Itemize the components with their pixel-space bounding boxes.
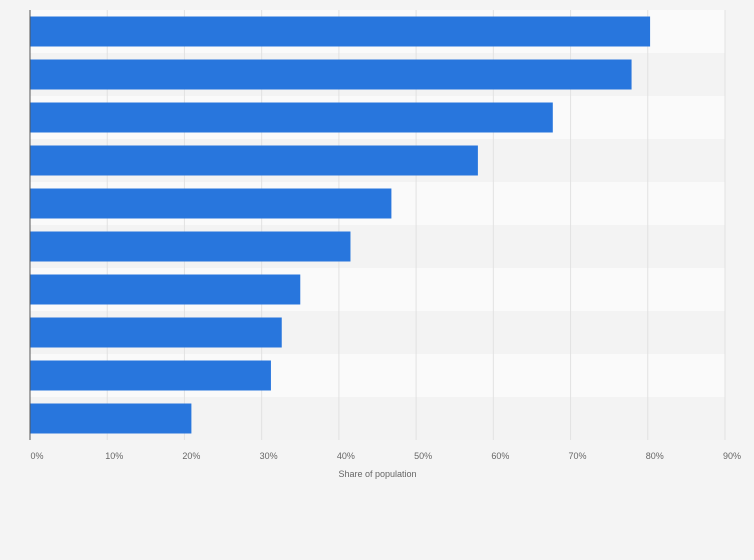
bar <box>30 360 271 391</box>
bar <box>30 16 651 47</box>
x-tick-label: 40% <box>337 451 355 461</box>
bar <box>30 317 282 348</box>
bar <box>30 403 192 434</box>
x-tick-label: 90% <box>723 451 741 461</box>
bars <box>30 16 651 434</box>
x-tick-label: 80% <box>646 451 664 461</box>
x-tick-label: 10% <box>105 451 123 461</box>
x-tick-label: 0% <box>30 451 43 461</box>
bar <box>30 102 553 133</box>
x-tick-label: 70% <box>569 451 587 461</box>
bar <box>30 231 351 262</box>
bar <box>30 59 632 90</box>
x-tick-label: 50% <box>414 451 432 461</box>
x-axis-title: Share of population <box>338 469 416 479</box>
x-tick-label: 60% <box>491 451 509 461</box>
bar <box>30 274 301 305</box>
x-tick-labels: 0% 10% 20% 30% 40% 50% 60% 70% 80% 90% <box>30 451 741 461</box>
bar <box>30 188 392 219</box>
x-tick-label: 30% <box>260 451 278 461</box>
bar <box>30 145 478 176</box>
x-tick-label: 20% <box>182 451 200 461</box>
